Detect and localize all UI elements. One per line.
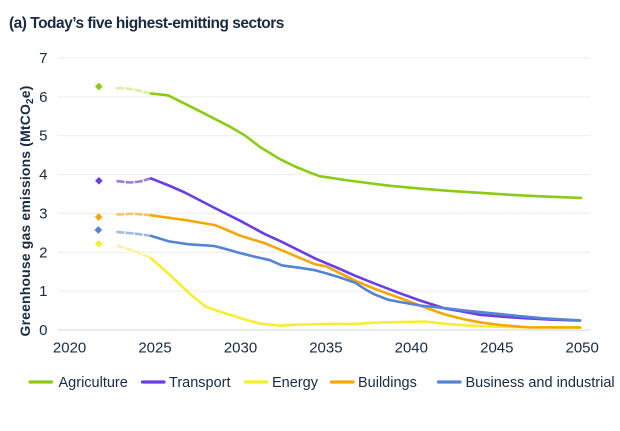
svg-text:1: 1 (39, 283, 47, 300)
svg-text:Transport: Transport (169, 375, 231, 391)
svg-text:2030: 2030 (224, 340, 257, 357)
svg-text:2045: 2045 (480, 340, 513, 357)
svg-text:Business and industrial: Business and industrial (466, 375, 615, 391)
svg-text:0: 0 (39, 322, 47, 339)
svg-text:5: 5 (39, 128, 47, 145)
svg-text:(a) Today’s five highest-emitt: (a) Today’s five highest-emitting sector… (9, 15, 284, 32)
svg-text:6: 6 (39, 89, 47, 106)
svg-text:Energy: Energy (272, 375, 319, 391)
svg-text:2020: 2020 (53, 340, 86, 357)
svg-text:2025: 2025 (138, 340, 171, 357)
svg-text:7: 7 (39, 50, 47, 67)
svg-text:Agriculture: Agriculture (59, 375, 128, 391)
svg-text:3: 3 (39, 205, 47, 222)
svg-text:2050: 2050 (566, 340, 599, 357)
svg-text:Buildings: Buildings (358, 375, 417, 391)
svg-text:Greenhouse gas emissions (MtCO: Greenhouse gas emissions (MtCO2e) (17, 86, 36, 337)
svg-text:2040: 2040 (395, 340, 428, 357)
svg-text:2035: 2035 (309, 340, 342, 357)
svg-text:4: 4 (39, 167, 47, 184)
svg-text:2: 2 (39, 244, 47, 261)
